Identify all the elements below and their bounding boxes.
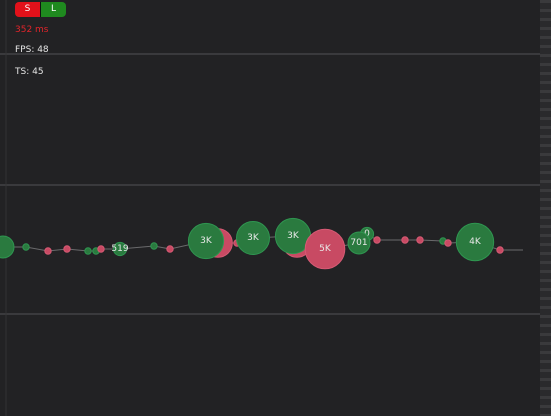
trade-size-label: 3K [200,236,213,246]
buy-trade-circle [347,231,371,255]
sell-trade-circle [97,245,105,253]
sell-trade-circle [496,246,504,254]
trade-bubble[interactable] [63,245,71,253]
buy-trade-circle [150,242,158,250]
trade-size-label: 701 [350,238,367,248]
trade-size-label: 519 [111,244,128,254]
long-button[interactable]: L [40,2,66,17]
sell-trade-circle [304,228,346,270]
trade-size-label: 4K [469,237,482,247]
buy-trade-circle [0,235,15,259]
sell-trade-circle [166,245,174,253]
trade-size-label: 3K [247,233,260,243]
trade-bubble[interactable] [496,246,504,254]
trade-bubble[interactable] [373,236,381,244]
ts-readout: TS: 45 [15,67,44,77]
sell-trade-circle [44,247,52,255]
buy-trade-circle [112,241,128,257]
trade-bubble[interactable] [150,242,158,250]
sell-trade-circle [444,239,452,247]
sell-trade-circle [401,236,409,244]
buy-trade-circle [84,247,92,255]
trade-bubble[interactable]: 5K [304,228,346,270]
trade-bubble[interactable]: 3K [236,221,270,255]
trade-bubble[interactable] [401,236,409,244]
buy-trade-circle [187,222,225,260]
buy-trade-circle [455,222,495,262]
sell-trade-circle [63,245,71,253]
price-scale-edge [540,0,551,416]
trade-bubble[interactable]: 4K [455,222,495,262]
trade-bubble[interactable]: 519 [111,241,129,257]
trade-bubble[interactable] [84,247,92,255]
mode-toggle: S L [15,2,66,17]
trade-bubble[interactable] [416,236,424,244]
sell-trade-circle [416,236,424,244]
trade-bubble[interactable] [166,245,174,253]
trade-bubble[interactable] [44,247,52,255]
fps-readout: FPS: 48 [15,45,49,55]
latency-readout: 352 ms [15,25,49,35]
trade-size-label: 3K [287,231,300,241]
trade-bubble[interactable] [22,243,30,251]
trade-bubble[interactable] [97,245,105,253]
trade-size-label: 0 [364,229,370,239]
trade-bubble[interactable]: 3K [187,222,225,260]
trade-bubble[interactable] [444,239,452,247]
buy-trade-circle [236,221,270,255]
trade-bubble[interactable] [0,235,15,259]
trade-size-label: 5K [319,244,332,254]
sell-trade-circle [373,236,381,244]
short-button[interactable]: S [15,2,40,17]
trade-bubble[interactable]: 701 [347,231,371,255]
buy-trade-circle [22,243,30,251]
